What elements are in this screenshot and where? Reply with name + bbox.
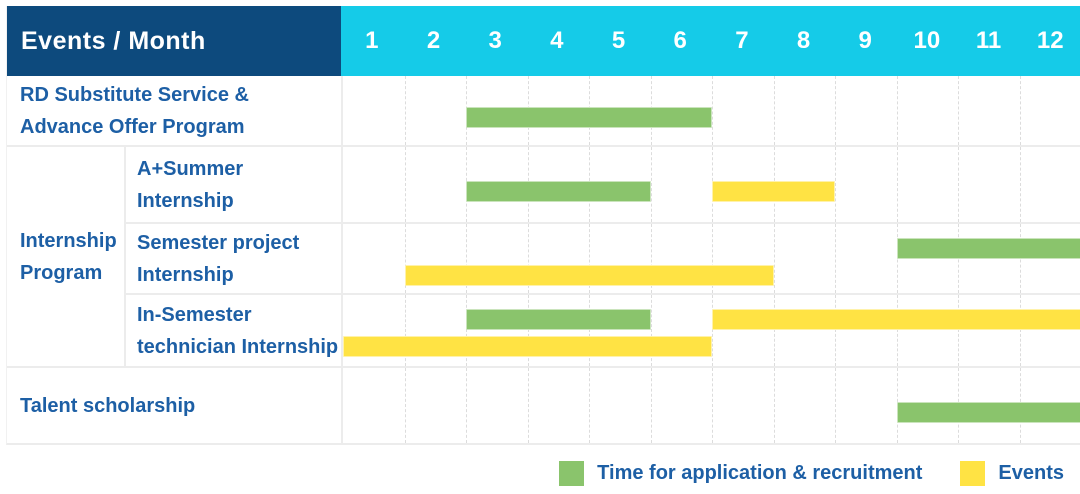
month-gridline bbox=[527, 224, 529, 293]
month-header-9: 9 bbox=[858, 27, 872, 54]
month-gridline bbox=[1019, 295, 1021, 366]
month-gridline bbox=[404, 147, 406, 222]
month-header-3: 3 bbox=[488, 27, 502, 54]
month-gridline bbox=[958, 76, 959, 145]
row-label-line: Talent scholarship bbox=[20, 394, 196, 417]
month-gridline bbox=[773, 76, 775, 145]
row-label-line: In-Semester bbox=[137, 303, 252, 326]
bar-recruitment-a-plus-summer-internship bbox=[466, 180, 651, 202]
month-gridline bbox=[650, 147, 652, 222]
events-month-table: Events / Month 1 2 3 4 5 6 7 8 9 10 11 12 RD Substi… bbox=[6, 6, 1080, 445]
legend-swatch-event-icon bbox=[960, 460, 986, 486]
month-gridline bbox=[773, 368, 775, 443]
month-header-10: 10 bbox=[913, 27, 941, 54]
bar-recruitment-talent-scholarship bbox=[896, 401, 1080, 423]
month-header-5: 5 bbox=[611, 27, 626, 54]
row-label-line: Advance Offer Program bbox=[20, 115, 245, 138]
month-header-strip: 1 2 3 4 5 6 7 8 9 10 11 12 bbox=[341, 6, 1080, 76]
month-header-4: 4 bbox=[550, 27, 564, 54]
month-header-6: 6 bbox=[673, 27, 687, 54]
legend-item-recruitment: Time for application & recruitment bbox=[559, 460, 923, 486]
row-label-line: Semester project bbox=[137, 231, 300, 254]
month-header-11: 11 bbox=[975, 27, 1002, 54]
bar-event-semester-project-internship bbox=[404, 265, 774, 286]
month-gridline bbox=[896, 147, 898, 222]
row-label-line: A+Summer bbox=[137, 157, 244, 180]
month-gridline bbox=[404, 368, 406, 443]
month-gridline bbox=[589, 224, 590, 293]
month-gridline bbox=[835, 224, 836, 293]
month-gridline bbox=[712, 295, 713, 366]
row-label-talent-scholarship: Talent scholarship bbox=[7, 366, 341, 443]
chart-row-a-plus-summer-internship bbox=[341, 145, 1080, 222]
chart-row-talent-scholarship bbox=[341, 366, 1080, 443]
row-label-line: Internship bbox=[137, 189, 234, 212]
month-gridline bbox=[896, 76, 898, 145]
month-gridline bbox=[650, 224, 652, 293]
month-gridline bbox=[958, 295, 959, 366]
month-gridline bbox=[835, 295, 836, 366]
month-gridline bbox=[404, 295, 406, 366]
table-header-row: Events / Month 1 2 3 4 5 6 7 8 9 10 11 12 bbox=[7, 6, 1080, 76]
month-gridline bbox=[773, 224, 775, 293]
row-label-in-semester-technician-internship: In-Semester technician Internship bbox=[124, 293, 341, 366]
group-label-line: Internship bbox=[20, 229, 117, 252]
month-gridline bbox=[835, 147, 836, 222]
month-gridline bbox=[527, 295, 529, 366]
month-gridline bbox=[1019, 147, 1021, 222]
month-gridline bbox=[712, 76, 713, 145]
bar-event-in-semester-technician-internship bbox=[712, 309, 1080, 330]
month-gridline bbox=[650, 368, 652, 443]
events-month-header-cell: Events / Month bbox=[7, 6, 341, 76]
row-label-line: RD Substitute Service & bbox=[20, 83, 249, 106]
month-gridline bbox=[404, 76, 406, 145]
row-label-rd-substitute: RD Substitute Service & Advance Offer Pro… bbox=[7, 76, 341, 145]
bar-recruitment-semester-project-internship bbox=[896, 238, 1080, 259]
month-header-12: 12 bbox=[1036, 27, 1064, 54]
month-header-8: 8 bbox=[796, 27, 811, 54]
month-gridline bbox=[589, 295, 590, 366]
group-label-line: Program bbox=[20, 261, 103, 284]
month-gridline bbox=[958, 147, 959, 222]
month-gridline bbox=[589, 368, 590, 443]
bar-recruitment-in-semester-technician-internship bbox=[466, 309, 651, 330]
month-gridline bbox=[650, 295, 652, 366]
bar-event-a-plus-summer-internship bbox=[712, 180, 835, 202]
bar-event-in-semester-technician-internship bbox=[343, 336, 712, 357]
month-gridline bbox=[712, 224, 713, 293]
month-gridline bbox=[712, 368, 713, 443]
month-header-2: 2 bbox=[426, 27, 441, 54]
legend-label-recruitment: Time for application & recruitment bbox=[597, 461, 923, 484]
month-gridline bbox=[1019, 76, 1021, 145]
month-gridline bbox=[835, 368, 836, 443]
table-body: RD Substitute Service & Advance Offer Pro… bbox=[7, 76, 1080, 443]
legend: Time for application & recruitment Events bbox=[0, 454, 1064, 492]
month-header-7: 7 bbox=[735, 27, 749, 54]
group-label-internship-program: Internship Program bbox=[7, 145, 124, 366]
month-gridline bbox=[835, 76, 836, 145]
month-gridline bbox=[466, 368, 467, 443]
month-gridline bbox=[527, 368, 529, 443]
legend-label-event: Events bbox=[998, 461, 1064, 484]
chart-row-semester-project-internship bbox=[341, 222, 1080, 293]
legend-item-event: Events bbox=[960, 460, 1064, 486]
row-label-a-plus-summer-internship: A+Summer Internship bbox=[124, 145, 341, 222]
row-label-semester-project-internship: Semester project Internship bbox=[124, 222, 341, 293]
month-gridline bbox=[466, 295, 467, 366]
month-gridline bbox=[404, 224, 406, 293]
chart-row-in-semester-technician-internship bbox=[341, 293, 1080, 366]
legend-swatch-recruitment-icon bbox=[559, 460, 585, 486]
row-label-line: Internship bbox=[137, 263, 234, 286]
row-label-line: technician Internship bbox=[137, 335, 339, 358]
month-gridline bbox=[896, 295, 898, 366]
month-gridline bbox=[773, 295, 775, 366]
month-gridline bbox=[466, 224, 467, 293]
chart-row-rd-substitute bbox=[341, 76, 1080, 145]
bar-recruitment-rd-substitute bbox=[466, 106, 712, 128]
month-header-1: 1 bbox=[365, 27, 379, 54]
